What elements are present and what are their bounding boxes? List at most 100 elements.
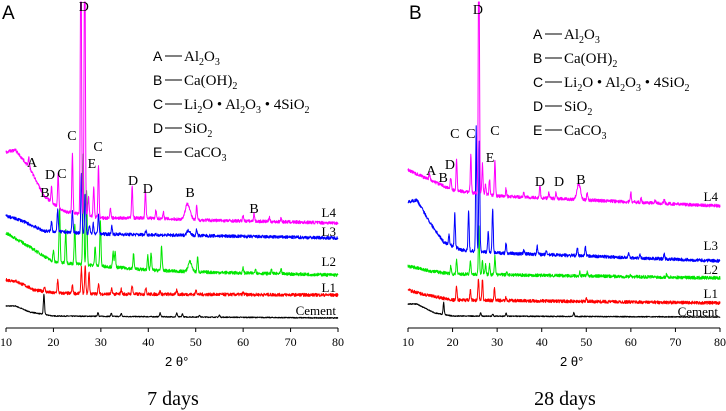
- legend-formula: CaCO3​: [184, 145, 227, 164]
- peak-annotation: D: [554, 175, 564, 190]
- legend-letter: D: [533, 98, 543, 114]
- subscript: 2: [577, 83, 582, 94]
- subscript: 2: [685, 83, 690, 94]
- x-axis-label: 2 θ°: [165, 354, 188, 369]
- peak-annotation: D: [445, 158, 455, 173]
- panel-label: A: [2, 3, 15, 24]
- legend-formula: Al2​O3​: [564, 27, 600, 46]
- peak-annotation: B: [439, 171, 448, 186]
- panel-a: 10 20 30 40 50 60 70 80 2 θ° 7 days A Cement L1 L2 L3 L…: [0, 0, 344, 410]
- legend-entry: C Li2​O • Al2​O3​ • 4SiO2​: [533, 74, 690, 94]
- subscript: 3: [256, 105, 261, 116]
- formula-part: Li: [564, 75, 577, 91]
- panel-label: B: [409, 3, 422, 24]
- legend-entry: E CaCO3​: [533, 122, 607, 142]
- formula-part: Li: [184, 97, 197, 113]
- legend-formula: CaCO3​: [564, 123, 607, 142]
- peak-annotation: C: [67, 129, 76, 144]
- subscript: 3: [222, 153, 227, 164]
- peak-annotation: C: [57, 167, 66, 182]
- subscript: 2: [620, 83, 625, 94]
- peak-annotation: C: [490, 124, 499, 139]
- x-tick-label: 50: [580, 335, 592, 349]
- formula-part: • 4SiO: [261, 97, 305, 113]
- peak-annotation: B: [249, 202, 258, 217]
- panel-caption: 7 days: [147, 388, 199, 410]
- formula-part: O: [204, 49, 215, 65]
- series-label-l1: L1: [322, 280, 336, 295]
- series-label-cement: Cement: [678, 304, 719, 319]
- peak-annotation: E: [88, 157, 97, 172]
- peak-annotation: D: [45, 168, 55, 183]
- subscript: 2: [199, 57, 204, 68]
- series-label-l3: L3: [322, 224, 336, 239]
- x-tick-label: 60: [237, 335, 249, 349]
- peak-annotation: D: [79, 0, 89, 15]
- x-tick-label: 80: [332, 335, 344, 349]
- legend-letter: E: [533, 122, 542, 138]
- formula-part: SiO: [564, 99, 588, 115]
- peak-annotation: D: [143, 182, 153, 197]
- x-tick-label: 20: [447, 335, 459, 349]
- legend-formula: Li2​O • Al2​O3​ • 4SiO2​: [184, 97, 310, 116]
- legend-entry: A Al2​O3​: [153, 48, 220, 68]
- x-tick-label: 60: [625, 335, 637, 349]
- legend-entry: B Ca(OH)2​: [533, 50, 617, 70]
- legend-letter: A: [153, 48, 163, 64]
- legend-letter: B: [533, 50, 542, 66]
- subscript: 2: [240, 105, 245, 116]
- legend-letter: D: [153, 120, 163, 136]
- series-label-l2: L2: [322, 254, 336, 269]
- legend-formula: Al2​O3​: [184, 49, 220, 68]
- peak-annotation: C: [466, 127, 475, 142]
- subscript: 2: [197, 105, 202, 116]
- x-tick-label: 10: [402, 335, 414, 349]
- series-line-l3: [5, 172, 339, 240]
- series-line-l4: [5, 1, 339, 226]
- subscript: 2: [207, 129, 212, 140]
- subscript: 2: [579, 35, 584, 46]
- series-line-l2: [5, 153, 339, 277]
- legend-entry: E CaCO3​: [153, 144, 227, 164]
- series-label-cement: Cement: [296, 303, 337, 318]
- x-tick-label: 10: [0, 335, 12, 349]
- panel-b: 10 20 30 40 50 60 70 80 2 θ° 28 days B Cement L1 L2 L3…: [402, 1, 726, 410]
- legend-letter: B: [153, 72, 162, 88]
- series-line-l2: [407, 225, 721, 280]
- legend-entry: A Al2​O3​: [533, 26, 600, 46]
- formula-part: O: [245, 97, 256, 113]
- peak-annotation: A: [27, 156, 38, 171]
- legend-entry: D SiO2​: [533, 98, 592, 118]
- legend-letter: A: [533, 26, 543, 42]
- panel-caption: 28 days: [534, 388, 596, 410]
- legend-formula: Ca(OH)2​: [564, 51, 617, 70]
- legend-formula: Ca(OH)2​: [184, 73, 237, 92]
- x-tick-label: 40: [142, 335, 154, 349]
- x-tick-label: 20: [47, 335, 59, 349]
- formula-part: SiO: [184, 121, 208, 137]
- formula-part: Al: [564, 27, 579, 43]
- subscript: 2: [587, 107, 592, 118]
- peak-annotation: B: [576, 173, 585, 188]
- series-label-l2: L2: [704, 262, 718, 277]
- x-tick-label: 30: [95, 335, 107, 349]
- formula-part: O: [625, 75, 636, 91]
- subscript: 3: [595, 35, 600, 46]
- formula-part: Ca(OH): [184, 73, 232, 89]
- series-line-l1: [407, 278, 721, 305]
- legend-formula: SiO2​: [184, 121, 212, 140]
- series-label-l1: L1: [704, 286, 718, 301]
- formula-part: Ca(OH): [564, 51, 612, 67]
- subscript: 3: [636, 83, 641, 94]
- formula-part: O • Al: [202, 97, 240, 113]
- formula-part: Al: [184, 49, 199, 65]
- peak-annotation: B: [185, 186, 194, 201]
- legend-formula: Li2​O • Al2​O3​ • 4SiO2​: [564, 75, 690, 94]
- subscript: 3: [215, 57, 220, 68]
- formula-part: O: [584, 27, 595, 43]
- peak-annotation: D: [535, 175, 545, 190]
- x-axis-label: 2 θ°: [560, 354, 583, 369]
- formula-part: CaCO: [564, 123, 602, 139]
- x-tick-label: 80: [714, 335, 726, 349]
